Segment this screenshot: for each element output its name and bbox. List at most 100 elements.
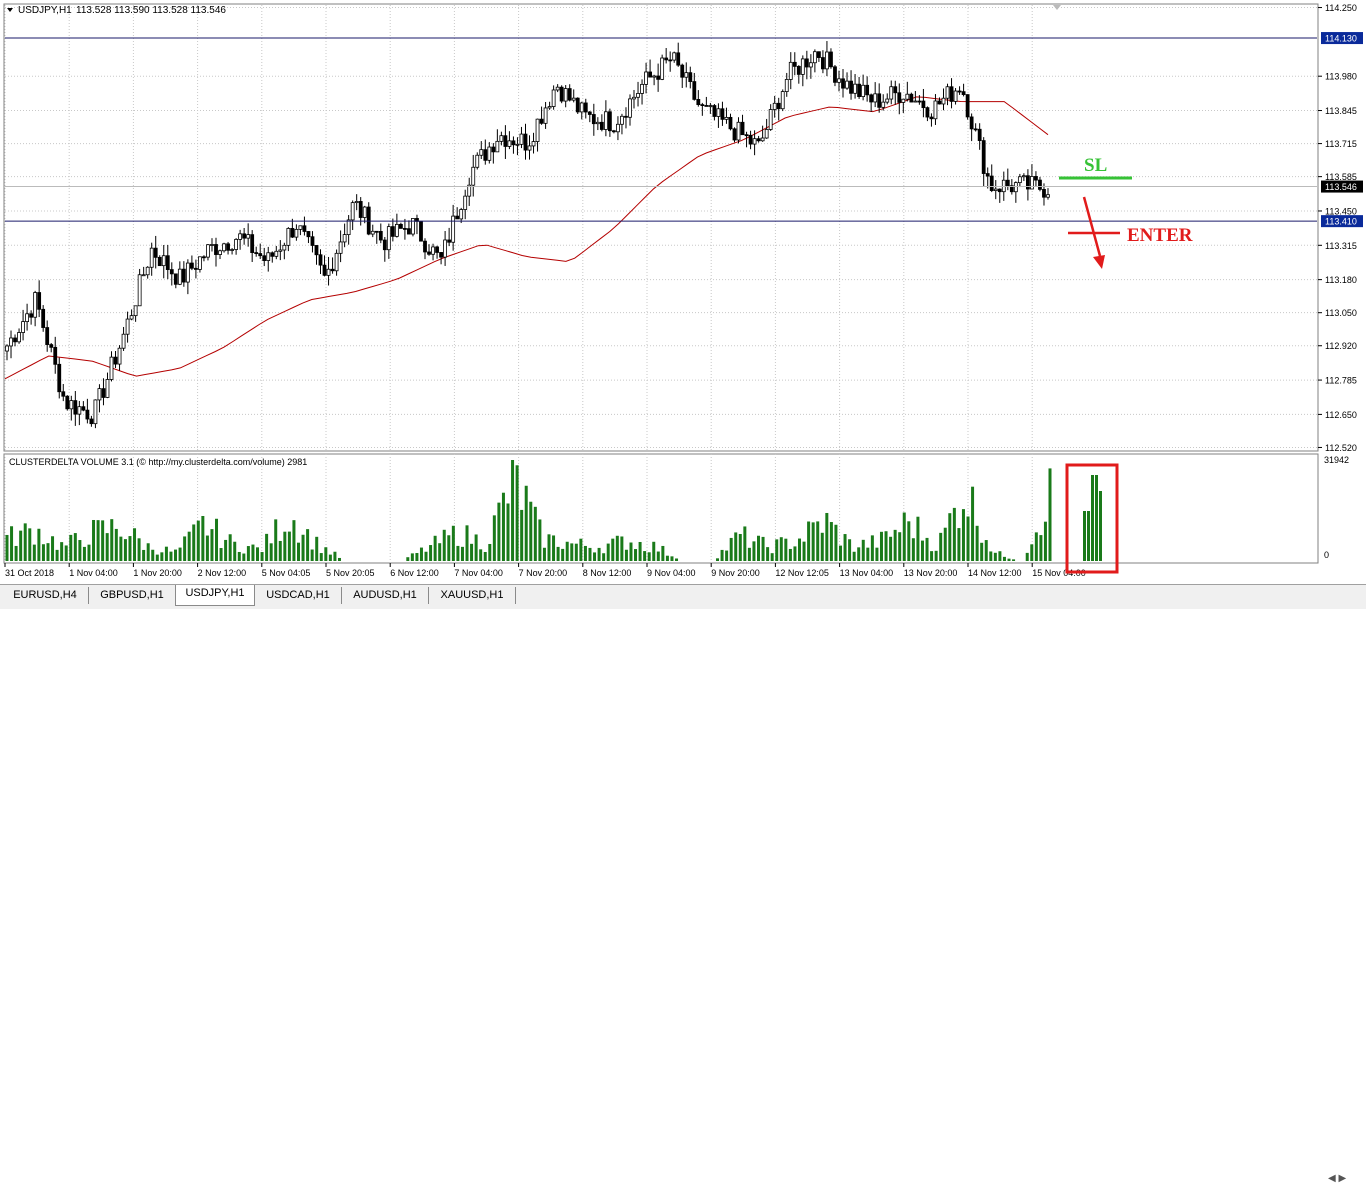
candle-body — [559, 86, 564, 102]
volume-bar — [593, 552, 597, 561]
candle-body — [491, 146, 496, 153]
candle-body — [302, 225, 307, 232]
volume-bar — [766, 547, 770, 561]
volume-bar — [119, 536, 123, 561]
candle-body — [748, 134, 753, 145]
candle-body — [431, 246, 435, 255]
candle-body — [165, 255, 170, 270]
price-axis: 114.250 113.980 113.845 113.715 113.585 113.4… — [1318, 3, 1357, 453]
level-tag-label: 114.130 — [1325, 34, 1357, 44]
volume-bar — [624, 549, 628, 561]
volume-bar — [410, 553, 414, 561]
volume-bar — [479, 549, 483, 561]
candle-body — [290, 228, 295, 238]
candle-body — [306, 231, 311, 238]
candle-body — [246, 234, 251, 239]
candle-body — [977, 128, 982, 141]
candle-body — [607, 111, 612, 132]
time-tick-label: 7 Nov 04:00 — [454, 568, 503, 578]
tab-scroll-arrows[interactable]: ◀ ▶ — [1328, 1173, 1347, 1184]
time-tick-label: 5 Nov 04:05 — [262, 568, 311, 578]
candle-body — [531, 141, 536, 147]
candle-body — [214, 244, 218, 255]
candle-body — [1026, 175, 1030, 190]
candle-body — [656, 75, 661, 80]
candle-body — [85, 409, 90, 420]
price-tick-label: 113.715 — [1325, 139, 1357, 149]
volume-bar — [570, 543, 574, 561]
ohlc-values: 113.528 113.590 113.528 113.546 — [76, 5, 226, 16]
shift-marker-icon[interactable] — [1053, 5, 1061, 10]
volume-bar — [283, 531, 287, 561]
volume-bar — [447, 535, 451, 561]
candle-body — [985, 173, 990, 177]
candle-body — [1005, 179, 1010, 187]
volume-bar — [615, 535, 619, 561]
volume-bar — [902, 512, 906, 561]
candle-body — [700, 104, 705, 106]
candle-body — [736, 121, 741, 141]
volume-bar — [993, 552, 997, 561]
candle-body — [857, 83, 861, 97]
candle-body — [378, 231, 383, 241]
tab-usdcad-h1[interactable]: USDCAD,H1 — [255, 587, 342, 604]
candle-body — [889, 86, 894, 100]
tab-gbpusd-h1[interactable]: GBPUSD,H1 — [89, 587, 176, 604]
volume-bar — [547, 534, 551, 561]
volume-bar — [142, 549, 146, 561]
volume-bar — [488, 543, 492, 561]
volume-bar — [133, 528, 137, 561]
volume-bar — [224, 539, 228, 561]
candle-body — [314, 245, 319, 256]
candle-body — [981, 140, 986, 174]
volume-bar — [265, 533, 269, 561]
candle-body — [121, 333, 126, 349]
volume-bar — [643, 551, 647, 561]
time-tick-label: 1 Nov 04:00 — [69, 568, 118, 578]
volume-bar — [19, 530, 23, 561]
volume-bar — [939, 532, 943, 561]
candle-body — [756, 138, 761, 142]
volume-bar — [51, 536, 55, 561]
volume-bar — [137, 538, 141, 561]
volume-bar — [816, 521, 820, 561]
candle-body — [881, 101, 886, 108]
candle-body — [595, 121, 600, 125]
tab-xauusd-h1[interactable]: XAUUSD,H1 — [429, 587, 516, 604]
candle-body — [503, 135, 508, 147]
candle-body — [1021, 175, 1026, 178]
candle-body — [69, 400, 74, 410]
volume-bar — [761, 536, 765, 561]
current-price-tag — [1321, 180, 1363, 193]
candle-body — [1013, 182, 1018, 193]
volume-bar — [101, 520, 105, 561]
candle-body — [37, 292, 42, 310]
volume-bar — [825, 512, 829, 561]
volume-bar — [957, 528, 961, 561]
candle-body — [451, 215, 456, 243]
volume-bar — [14, 545, 18, 561]
volume-bar — [219, 548, 223, 561]
volume-bar — [96, 520, 100, 561]
volume-bar — [716, 558, 720, 561]
volume-bar — [784, 538, 788, 561]
candle-body — [270, 252, 275, 257]
volume-bar — [943, 527, 947, 561]
dropdown-triangle-icon[interactable] — [7, 8, 13, 12]
volume-bar — [174, 549, 178, 561]
volume-bar — [470, 543, 474, 561]
volume-bar — [775, 539, 779, 561]
candle-body — [435, 246, 439, 253]
candle-body — [788, 61, 793, 80]
candle-body — [571, 97, 576, 101]
tab-audusd-h1[interactable]: AUDUSD,H1 — [342, 587, 429, 604]
candle-body — [202, 256, 206, 259]
candle-body — [274, 250, 279, 257]
tab-usdjpy-h1[interactable]: USDJPY,H1 — [175, 585, 255, 606]
volume-bar — [1012, 559, 1016, 561]
tab-eurusd-h4[interactable]: EURUSD,H4 — [2, 587, 89, 604]
volume-bar — [160, 552, 164, 561]
candle-body — [322, 264, 327, 276]
candle-body — [13, 337, 17, 343]
volume-bar — [907, 521, 911, 561]
